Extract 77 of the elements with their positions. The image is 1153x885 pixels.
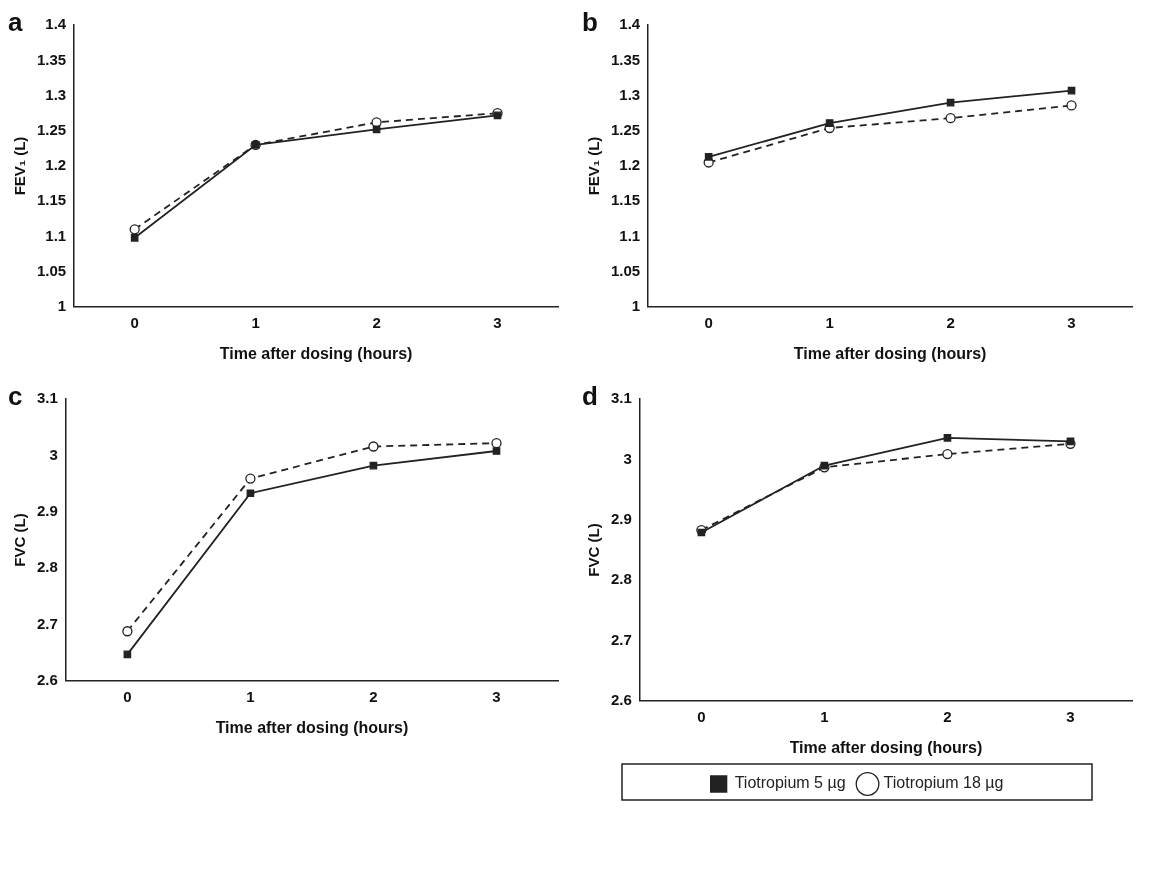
- x-tick-label: 2: [946, 313, 955, 331]
- y-tick-label: 3: [49, 445, 58, 463]
- x-tick-label: 1: [246, 687, 255, 705]
- chart-title: a: [8, 6, 23, 37]
- y-tick-label: 1.05: [610, 261, 641, 279]
- point: [130, 233, 139, 242]
- y-tick-label: 1.25: [36, 120, 67, 138]
- y-tick-label: 1.2: [45, 156, 67, 174]
- point: [1066, 100, 1077, 111]
- y-tick-label: 2.6: [610, 690, 632, 708]
- legend-label: Tiotropium 18 µg: [883, 774, 1004, 792]
- x-tick-label: 3: [1066, 707, 1075, 725]
- point: [945, 112, 956, 124]
- y-tick-label: 2.8: [36, 558, 58, 576]
- chart-title: d: [582, 380, 598, 411]
- point: [123, 650, 132, 659]
- y-tick-label: 1.1: [45, 226, 67, 244]
- y-tick-label: 2.6: [36, 670, 58, 688]
- point: [943, 433, 952, 442]
- point: [122, 626, 133, 637]
- y-tick-label: 1: [57, 296, 67, 314]
- point: [368, 441, 379, 452]
- x-tick-label: 1: [825, 313, 834, 331]
- chart-title: b: [582, 6, 598, 37]
- y-tick-label: 1.05: [36, 261, 67, 279]
- y-tick-label: 1.35: [610, 50, 641, 68]
- y-tick-label: 1.4: [619, 15, 641, 33]
- x-tick-label: 0: [123, 687, 132, 705]
- y-tick-label: 1.4: [45, 15, 67, 33]
- y-tick-label: 3.1: [610, 389, 632, 407]
- x-tick-label: 1: [820, 707, 829, 725]
- y-axis-title: FEV₁ (L): [585, 136, 603, 196]
- legend-label: Tiotropium 5 µg: [734, 774, 846, 792]
- y-tick-label: 3.1: [36, 389, 58, 407]
- x-tick-label: 2: [372, 313, 381, 331]
- x-tick-label: 3: [493, 313, 502, 331]
- point: [246, 489, 255, 498]
- point: [1067, 86, 1076, 95]
- point: [492, 447, 501, 455]
- y-tick-label: 2.7: [610, 630, 632, 648]
- y-tick-label: 1.3: [619, 85, 641, 103]
- x-tick-label: 2: [943, 707, 952, 725]
- y-tick-label: 3: [623, 449, 632, 467]
- x-tick-label: 3: [1067, 313, 1076, 331]
- y-axis-title: FVC (L): [585, 523, 603, 577]
- x-tick-label: 2: [369, 687, 378, 705]
- point: [371, 117, 382, 128]
- y-tick-label: 1.15: [610, 191, 641, 209]
- y-tick-label: 1.3: [45, 85, 67, 103]
- point: [129, 224, 140, 235]
- x-tick-label: 3: [492, 687, 501, 705]
- y-tick-label: 1.25: [610, 120, 641, 138]
- y-tick-label: 1.15: [36, 191, 67, 209]
- chart-title: c: [8, 380, 23, 411]
- point: [245, 473, 256, 484]
- y-tick-label: 1.2: [619, 156, 641, 174]
- x-axis-title: Time after dosing (hours): [789, 738, 983, 756]
- y-tick-label: 1.1: [619, 226, 641, 244]
- y-tick-label: 2.9: [36, 501, 58, 519]
- x-axis-title: Time after dosing (hours): [215, 718, 409, 736]
- x-tick-label: 1: [251, 313, 260, 331]
- point: [704, 153, 713, 161]
- y-tick-label: 2.9: [610, 509, 632, 527]
- point: [942, 448, 953, 460]
- x-tick-label: 0: [697, 707, 706, 725]
- x-tick-label: 0: [704, 313, 713, 331]
- y-tick-label: 2.7: [36, 614, 58, 632]
- y-tick-label: 1: [631, 296, 641, 314]
- y-axis-title: FVC (L): [11, 513, 29, 567]
- x-axis-title: Time after dosing (hours): [219, 344, 413, 362]
- point: [825, 119, 834, 127]
- y-tick-label: 2.8: [610, 570, 632, 588]
- x-axis-title: Time after dosing (hours): [793, 344, 987, 362]
- y-axis-title: FEV₁ (L): [11, 136, 29, 196]
- x-tick-label: 0: [130, 313, 139, 331]
- point: [491, 437, 502, 449]
- y-tick-label: 1.35: [36, 50, 67, 68]
